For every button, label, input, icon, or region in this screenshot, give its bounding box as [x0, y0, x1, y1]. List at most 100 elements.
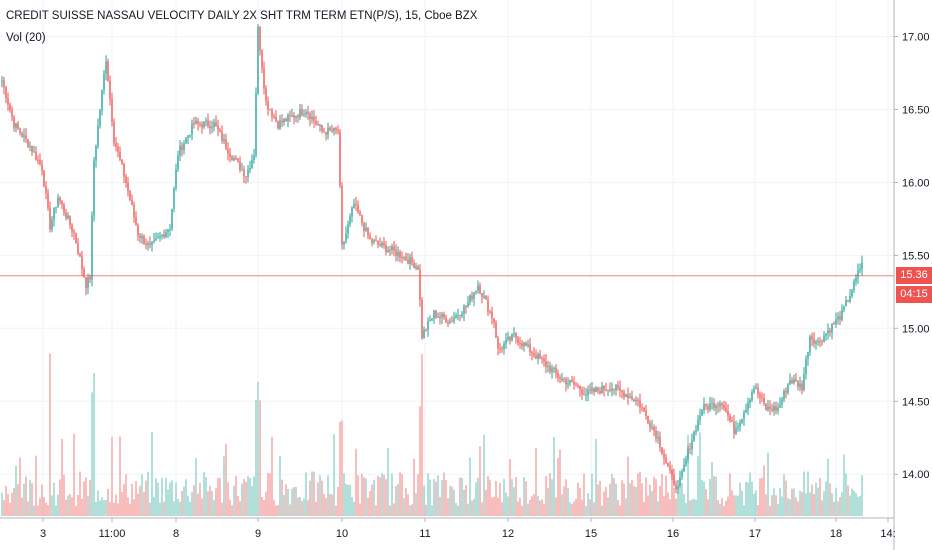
- candle: [157, 237, 159, 239]
- volume-bar: [235, 475, 237, 516]
- candle: [559, 377, 561, 379]
- candle: [27, 139, 29, 147]
- volume-bar: [219, 478, 221, 516]
- volume-bar: [503, 478, 505, 516]
- volume-bar: [399, 472, 401, 516]
- candle: [701, 410, 703, 416]
- candle: [519, 342, 521, 344]
- candle: [177, 155, 179, 170]
- candle: [255, 92, 257, 156]
- candle: [831, 323, 833, 333]
- volume-bar: [259, 400, 261, 516]
- volume-bar: [731, 490, 733, 516]
- candle: [119, 151, 121, 160]
- candle: [805, 358, 807, 375]
- candle: [639, 400, 641, 408]
- volume-bar: [727, 496, 729, 516]
- candle: [307, 112, 309, 114]
- candle: [593, 388, 595, 392]
- volume-bar: [317, 482, 319, 516]
- volume-bar: [401, 474, 403, 516]
- candle: [433, 310, 435, 319]
- candle: [9, 104, 11, 110]
- volume-bar: [285, 484, 287, 516]
- volume-bar: [707, 499, 709, 516]
- candle: [305, 112, 307, 115]
- candle: [21, 133, 23, 137]
- candle: [337, 129, 339, 132]
- volume-bar: [139, 485, 141, 516]
- candle: [771, 408, 773, 411]
- candle: [855, 277, 857, 281]
- volume-bar: [133, 499, 135, 516]
- volume-bar: [829, 483, 831, 516]
- volume-bar: [321, 480, 323, 516]
- candle: [495, 322, 497, 338]
- candle: [91, 215, 93, 280]
- candle: [411, 257, 413, 263]
- candle: [815, 341, 817, 344]
- candle: [179, 145, 181, 156]
- candle: [425, 329, 427, 331]
- candle: [33, 151, 35, 153]
- volume-bar: [693, 498, 695, 516]
- candle: [165, 232, 167, 237]
- candle: [409, 257, 411, 264]
- candle: [283, 118, 285, 123]
- volume-bar: [5, 485, 7, 516]
- volume-bar: [717, 500, 719, 516]
- volume-bar: [203, 471, 205, 516]
- candle: [849, 296, 851, 302]
- volume-bar: [719, 503, 721, 516]
- volume-bar: [553, 436, 555, 516]
- volume-bar: [141, 474, 143, 516]
- candle: [399, 251, 401, 258]
- candle: [133, 204, 135, 217]
- last-price-badge: 15.36: [896, 266, 932, 284]
- candle: [659, 436, 661, 448]
- candle: [781, 399, 783, 405]
- volume-bar: [759, 478, 761, 516]
- volume-bar: [121, 491, 123, 516]
- candle: [807, 352, 809, 359]
- volume-bar: [147, 471, 149, 516]
- candle: [471, 295, 473, 299]
- symbol-title[interactable]: CREDIT SUISSE NASSAU VELOCITY DAILY 2X S…: [6, 10, 478, 22]
- candle: [735, 428, 737, 435]
- volume-bar: [161, 478, 163, 516]
- candle: [225, 139, 227, 149]
- volume-bar: [191, 492, 193, 516]
- volume-bar: [657, 501, 659, 516]
- candle: [45, 186, 47, 194]
- candle: [23, 135, 25, 137]
- candle: [745, 409, 747, 413]
- volume-bar: [549, 473, 551, 516]
- candle: [661, 447, 663, 454]
- volume-bar: [229, 499, 231, 516]
- volume-bar: [779, 488, 781, 516]
- candle: [641, 407, 643, 409]
- candle: [309, 113, 311, 120]
- volume-bar: [709, 479, 711, 516]
- volume-bar: [741, 490, 743, 516]
- candle: [461, 313, 463, 317]
- volume-bar: [391, 473, 393, 516]
- candle: [419, 269, 421, 300]
- volume-bar: [679, 483, 681, 516]
- volume-bar: [729, 473, 731, 516]
- volume-bar: [523, 477, 525, 516]
- volume-bar: [423, 485, 425, 516]
- volume-bar: [849, 495, 851, 516]
- candle: [517, 338, 519, 343]
- candle: [401, 257, 403, 259]
- volume-bar: [237, 495, 239, 516]
- candle: [601, 385, 603, 394]
- volume-bar: [457, 505, 459, 516]
- candle: [117, 146, 119, 152]
- volume-bar: [55, 505, 57, 516]
- candle: [647, 415, 649, 424]
- candle: [195, 120, 197, 125]
- volume-bar: [603, 491, 605, 516]
- volume-indicator-label[interactable]: Vol (20): [6, 32, 46, 44]
